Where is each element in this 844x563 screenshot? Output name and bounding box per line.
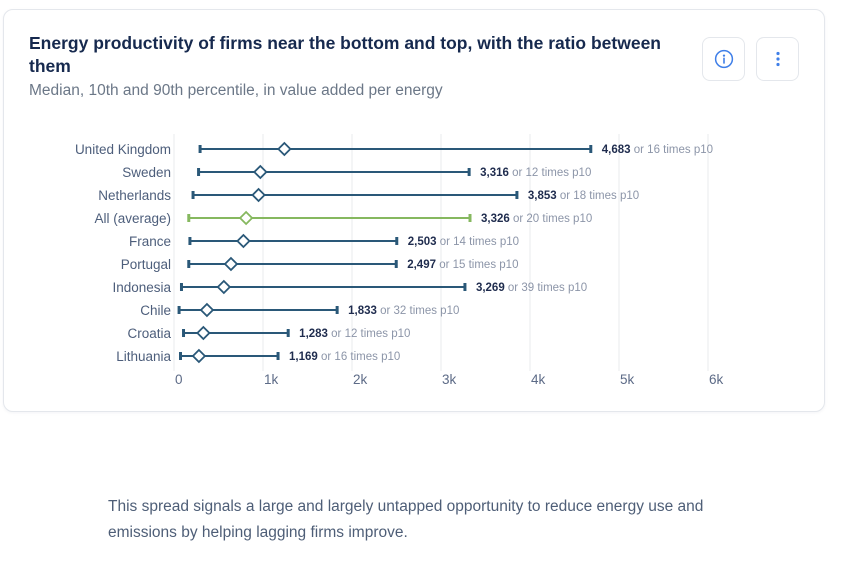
row-country-label: Netherlands (98, 188, 171, 203)
row-country-label: Portugal (121, 257, 171, 272)
median-diamond-marker (251, 187, 266, 203)
chart-row: France 2,503 or 14 times p10 (129, 233, 519, 249)
row-value-label: 3,269 or 39 times p10 (476, 282, 587, 294)
chart-row: Chile 1,833 or 32 times p10 (140, 302, 459, 318)
x-tick-label: 5k (620, 372, 635, 387)
row-country-label: France (129, 234, 171, 249)
chart-row: Croatia 1,283 or 12 times p10 (127, 325, 410, 341)
x-tick-label: 4k (531, 372, 546, 387)
row-country-label: United Kingdom (75, 142, 171, 157)
chart-row: United Kingdom 4,683 or 16 times p10 (75, 141, 713, 157)
row-value-label: 1,169 or 16 times p10 (289, 351, 400, 363)
chart-row: Lithuania 1,169 or 16 times p10 (116, 348, 400, 364)
row-country-label: Sweden (122, 165, 171, 180)
median-diamond-marker (236, 233, 251, 249)
range-chart: 0 1k 2k 3k 4k 5k 6k United Kingdom 4,683 or 16 t… (75, 134, 724, 387)
x-tick-label: 3k (442, 372, 457, 387)
kebab-menu-icon (775, 51, 780, 67)
median-diamond-marker (238, 210, 254, 226)
median-diamond-marker (253, 164, 268, 180)
row-value-label: 4,683 or 16 times p10 (602, 144, 713, 156)
info-button[interactable] (702, 37, 745, 81)
median-diamond-marker (196, 325, 211, 341)
chart-row: Netherlands 3,853 or 18 times p10 (98, 187, 639, 203)
chart-title: Energy productivity of firms near the bo… (29, 33, 661, 77)
chart-subtitle: Median, 10th and 90th percentile, in val… (29, 82, 443, 100)
median-diamond-marker (191, 348, 207, 364)
chart-row: Portugal 2,497 or 15 times p10 (121, 256, 518, 272)
row-country-label: Lithuania (116, 349, 171, 364)
chart-row: All (average) 3,326 or 20 times p10 (94, 210, 592, 226)
median-diamond-marker (277, 141, 292, 157)
x-tick-label: 2k (353, 372, 368, 387)
info-icon (714, 49, 733, 69)
chart-row: Indonesia 3,269 or 39 times p10 (112, 279, 587, 295)
chart-toolbar (702, 37, 799, 81)
chart-card: Energy productivity of firms near the bo… (3, 9, 825, 412)
chart-header: Energy productivity of firms near the bo… (29, 32, 691, 100)
row-country-label: Croatia (127, 326, 171, 341)
median-diamond-marker (223, 256, 239, 272)
x-tick-label: 1k (264, 372, 279, 387)
row-country-label: All (average) (94, 211, 171, 226)
menu-button[interactable] (756, 37, 799, 81)
x-tick-label: 0 (175, 372, 183, 387)
median-diamond-marker (216, 279, 232, 295)
row-country-label: Chile (140, 303, 171, 318)
row-value-label: 3,316 or 12 times p10 (480, 167, 591, 179)
caption: This spread signals a large and largely … (108, 497, 704, 541)
chart-row: Sweden 3,316 or 12 times p10 (122, 164, 591, 180)
row-value-label: 3,326 or 20 times p10 (481, 213, 592, 225)
row-value-label: 2,497 or 15 times p10 (407, 259, 518, 271)
row-value-label: 1,833 or 32 times p10 (348, 305, 459, 317)
row-value-label: 3,853 or 18 times p10 (528, 190, 639, 202)
row-value-label: 1,283 or 12 times p10 (299, 328, 410, 340)
median-diamond-marker (199, 302, 215, 318)
x-tick-label: 6k (709, 372, 724, 387)
row-country-label: Indonesia (112, 280, 171, 295)
row-value-label: 2,503 or 14 times p10 (408, 236, 519, 248)
